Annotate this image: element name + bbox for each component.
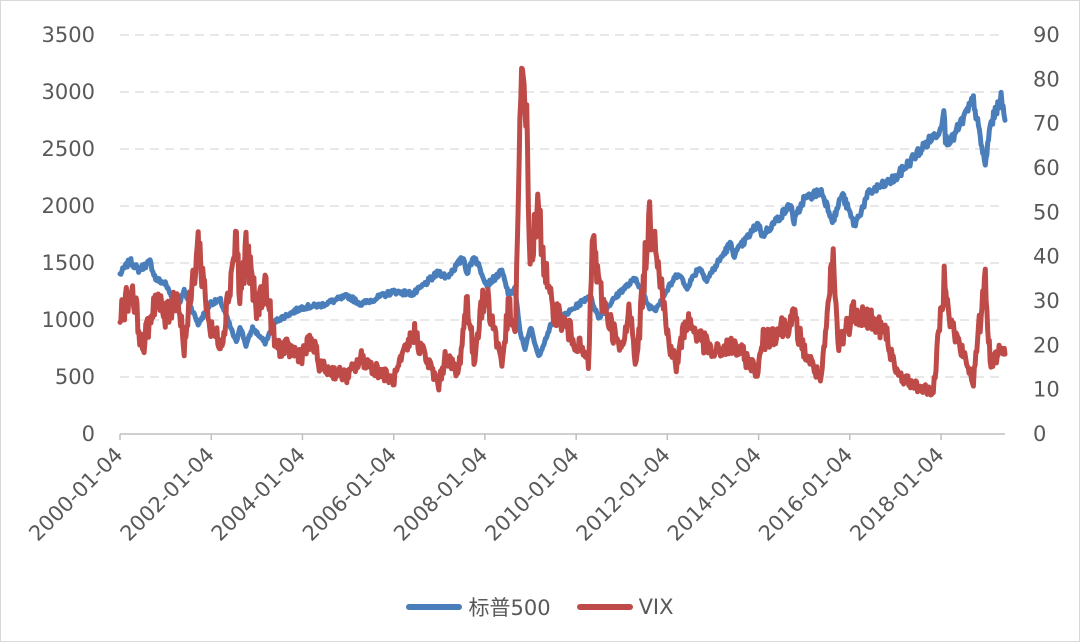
y-right-tick-label: 10: [1033, 378, 1060, 402]
y-left-tick-label: 3500: [42, 23, 95, 47]
legend-swatch-sp500: [406, 604, 463, 610]
y-right-tick-label: 0: [1033, 422, 1046, 446]
x-tick-label: 2006-01-04: [298, 443, 401, 546]
series-line-vix: [117, 65, 1008, 398]
chart-legend: 标普500 VIX: [0, 592, 1080, 622]
x-tick-label: 2010-01-04: [480, 443, 583, 546]
y-left-tick-label: 2000: [42, 194, 95, 218]
x-tick-label: 2018-01-04: [845, 443, 948, 546]
x-tick-label: 2004-01-04: [207, 443, 310, 546]
chart-canvas: 0 500 1000 1500 2000 2500 3000 3500 0 10 20 30 40 50 6…: [24, 23, 1060, 546]
x-tick-label: 2002-01-04: [116, 443, 219, 546]
y-right-tick-label: 40: [1033, 245, 1060, 269]
y-right-tick-label: 30: [1033, 289, 1060, 313]
x-tick-label: 2008-01-04: [389, 443, 492, 546]
legend-swatch-vix: [576, 604, 633, 610]
y-left-tick-label: 1500: [42, 251, 95, 275]
y-left-tick-label: 2500: [42, 137, 95, 161]
y-left-tick-label: 3000: [42, 80, 95, 104]
x-tick-label: 2000-01-04: [24, 443, 127, 546]
legend-item-sp500: 标普500: [406, 592, 551, 622]
legend-item-vix: VIX: [576, 595, 674, 619]
x-tick-label: 2014-01-04: [663, 443, 766, 546]
y-right-tick-label: 70: [1033, 112, 1060, 136]
y-right-tick-label: 80: [1033, 67, 1060, 91]
legend-label-vix: VIX: [638, 595, 674, 619]
y-left-tick-label: 1000: [42, 308, 95, 332]
y-right-tick-label: 50: [1033, 200, 1060, 224]
legend-label-sp500: 标普500: [468, 596, 551, 620]
x-tick-label: 2012-01-04: [572, 443, 675, 546]
x-tick-label: 2016-01-04: [754, 443, 857, 546]
y-left-tick-label: 0: [82, 422, 95, 446]
y-left-tick-label: 500: [55, 365, 95, 389]
y-right-tick-label: 90: [1033, 23, 1060, 47]
y-right-tick-label: 60: [1033, 156, 1060, 180]
y-right-tick-label: 20: [1033, 333, 1060, 357]
